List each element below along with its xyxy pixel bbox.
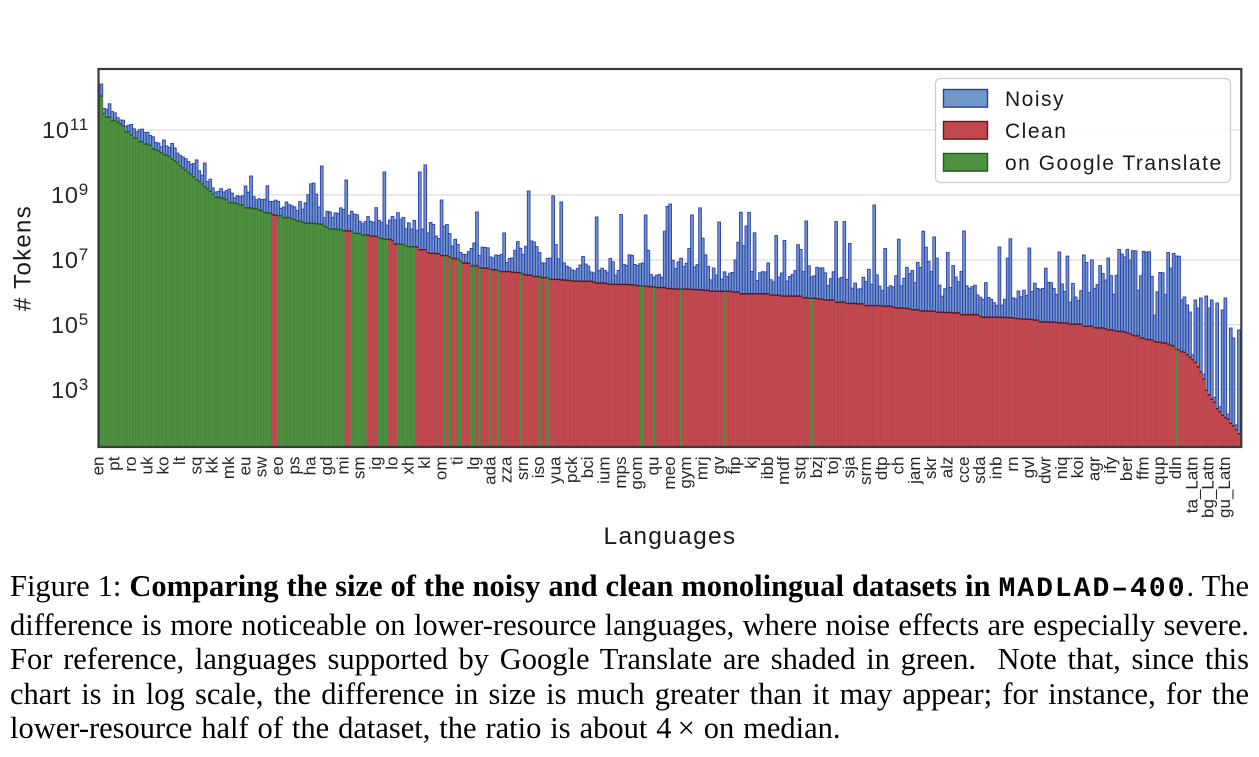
svg-text:ada: ada [480, 456, 499, 485]
svg-text:eu: eu [235, 457, 254, 476]
svg-text:inb: inb [986, 457, 1005, 480]
svg-text:sda: sda [970, 456, 989, 484]
svg-text:mrj: mrj [693, 457, 712, 481]
svg-text:sja: sja [840, 456, 859, 478]
svg-text:on Google Translate: on Google Translate [1005, 152, 1223, 175]
svg-text:en: en [88, 457, 107, 476]
svg-text:niq: niq [1052, 457, 1071, 480]
svg-text:srn: srn [513, 457, 532, 481]
svg-text:agr: agr [1084, 456, 1103, 481]
svg-text:yua: yua [546, 456, 565, 484]
svg-text:ch: ch [889, 457, 908, 475]
svg-text:skr: skr [921, 456, 940, 479]
svg-text:om: om [431, 457, 450, 481]
svg-text:jam: jam [905, 457, 924, 485]
svg-text:mk: mk [219, 456, 238, 479]
svg-text:gv: gv [709, 456, 728, 474]
svg-text:lt: lt [170, 456, 189, 465]
svg-text:sw: sw [252, 456, 271, 478]
svg-text:uk: uk [137, 456, 156, 474]
svg-text:dln: dln [1166, 457, 1185, 480]
svg-text:bg_Latn: bg_Latn [1199, 457, 1218, 518]
svg-text:gom: gom [627, 457, 646, 490]
svg-text:ha: ha [301, 456, 320, 475]
svg-text:ibb: ibb [758, 457, 777, 480]
svg-text:gym: gym [676, 457, 695, 489]
svg-text:dwr: dwr [1035, 456, 1054, 484]
svg-text:lo: lo [382, 457, 401, 470]
svg-text:cce: cce [954, 457, 973, 483]
svg-text:kl: kl [415, 457, 434, 469]
svg-text:alz: alz [938, 457, 957, 479]
svg-text:koi: koi [1068, 457, 1087, 479]
svg-text:kk: kk [203, 456, 222, 474]
svg-text:srm: srm [856, 457, 875, 485]
svg-text:eo: eo [268, 457, 287, 476]
svg-text:ber: ber [1117, 456, 1136, 481]
svg-text:mps: mps [611, 457, 630, 489]
svg-text:gvl: gvl [1019, 457, 1038, 479]
svg-text:mi: mi [333, 457, 352, 475]
svg-text:zza: zza [497, 456, 516, 483]
svg-text:ro: ro [121, 457, 140, 472]
svg-text:ify: ify [1101, 456, 1120, 474]
svg-text:ti: ti [448, 457, 467, 466]
svg-text:mdf: mdf [774, 456, 793, 485]
svg-text:105: 105 [51, 310, 89, 338]
svg-text:stq: stq [791, 457, 810, 480]
svg-text:Noisy: Noisy [1005, 88, 1065, 111]
svg-text:gu_Latn: gu_Latn [1215, 457, 1234, 518]
svg-text:ta_Latn: ta_Latn [1182, 457, 1201, 514]
svg-text:ko: ko [154, 457, 173, 475]
svg-text:# Tokens: # Tokens [10, 205, 37, 311]
svg-text:bzj: bzj [807, 457, 826, 479]
svg-text:kj: kj [742, 457, 761, 469]
svg-text:ps: ps [284, 457, 303, 475]
svg-text:rn: rn [1003, 457, 1022, 472]
svg-text:Languages: Languages [604, 523, 737, 550]
svg-text:ig: ig [366, 457, 385, 470]
svg-text:bci: bci [578, 457, 597, 479]
svg-text:pck: pck [562, 456, 581, 483]
svg-text:fip: fip [725, 457, 744, 475]
svg-text:dtp: dtp [872, 457, 891, 481]
svg-text:lg: lg [464, 457, 483, 470]
svg-text:ium: ium [595, 457, 614, 484]
svg-text:toj: toj [823, 457, 842, 475]
svg-text:xh: xh [399, 457, 418, 475]
svg-text:qu: qu [644, 457, 663, 476]
svg-text:gd: gd [317, 457, 336, 476]
svg-text:qup: qup [1150, 457, 1169, 485]
svg-text:Clean: Clean [1005, 120, 1067, 143]
svg-text:sm: sm [350, 457, 369, 480]
svg-text:iso: iso [529, 457, 548, 479]
svg-text:ffm: ffm [1133, 457, 1152, 480]
svg-text:meo: meo [660, 457, 679, 490]
svg-text:sq: sq [186, 457, 205, 475]
svg-text:pt: pt [105, 456, 124, 470]
